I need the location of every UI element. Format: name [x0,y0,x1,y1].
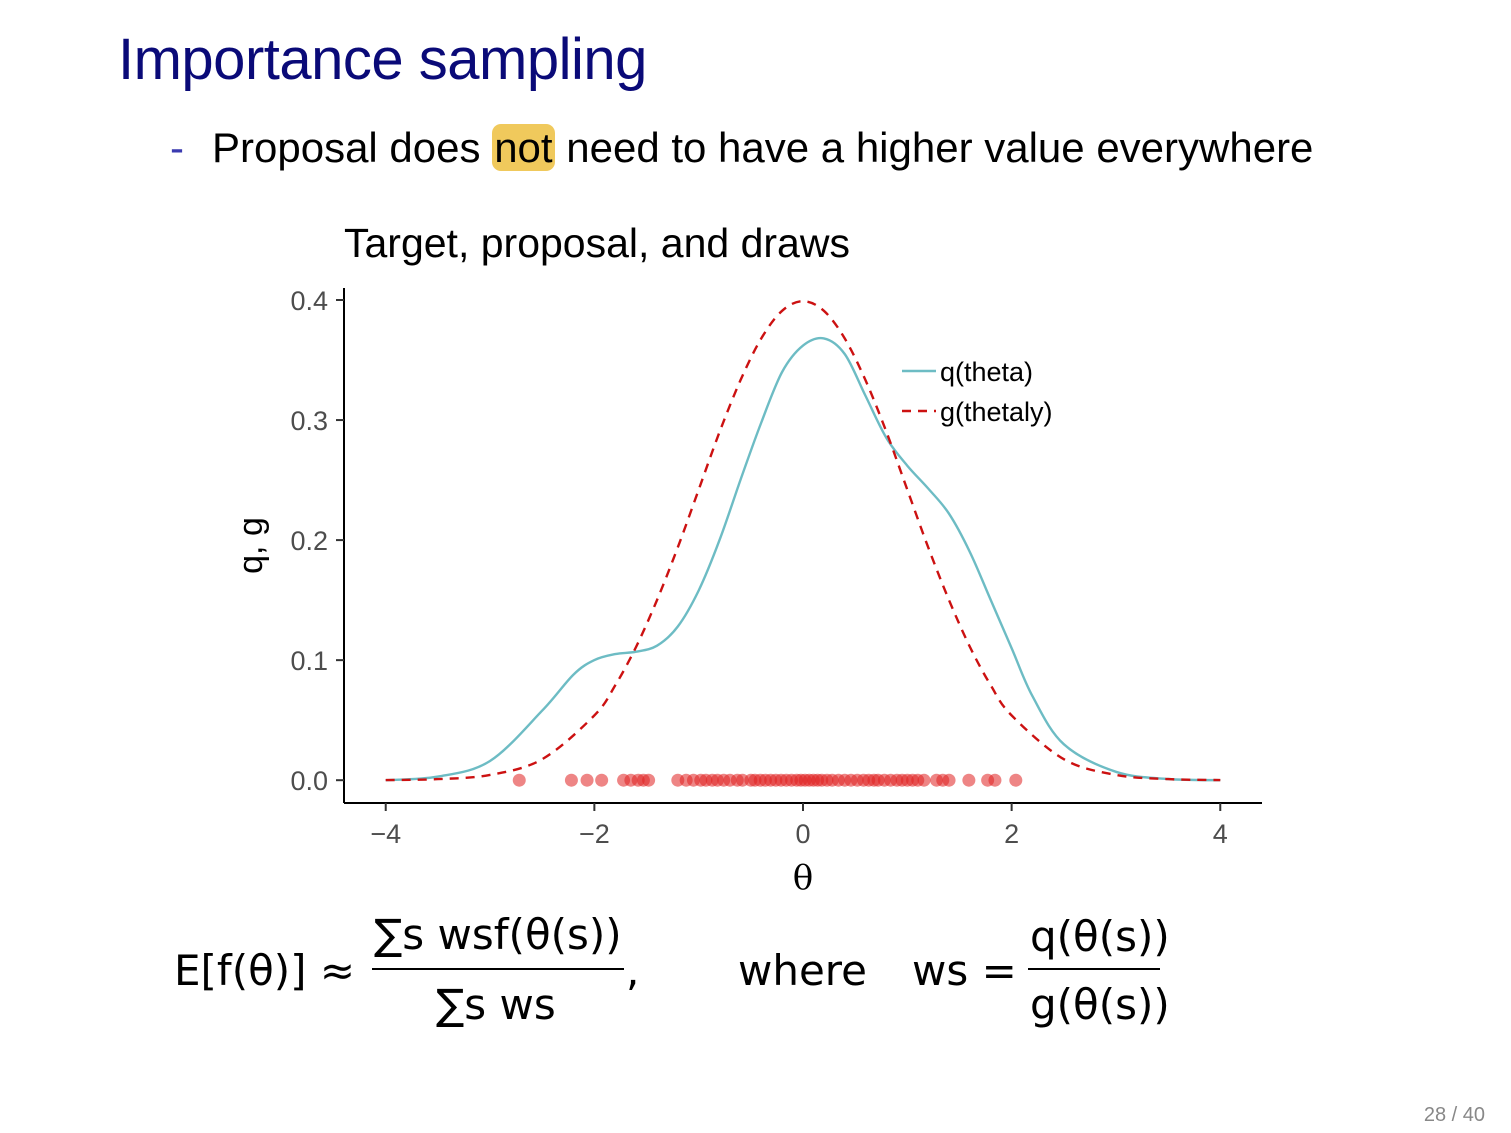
draw-point [512,773,526,787]
draw-point [564,773,578,787]
draw-point [595,773,609,787]
x-tick-label: −2 [579,819,610,849]
slide-title: Importance sampling [118,27,647,92]
draw-point [942,773,956,787]
chart-title: Target, proposal, and draws [344,220,850,266]
bullet-dash: - [170,124,184,171]
draw-point [1009,773,1023,787]
x-axis-label: θ [793,858,813,898]
x-tick-label: 2 [1004,819,1019,849]
draw-point [642,773,656,787]
series-line-g [385,299,1221,782]
y-tick-label: 0.3 [290,406,328,436]
highlighted-word: not [492,124,555,171]
legend-label-g: g(thetaly) [940,397,1053,427]
bullet-text: Proposal does not need to have a higher … [212,124,1313,172]
x-tick-label: 0 [795,819,810,849]
y-tick-label: 0.2 [290,526,328,556]
draw-point [917,773,931,787]
draw-point [988,773,1002,787]
y-tick-label: 0.0 [290,766,328,796]
page-number: 28 / 40 [1423,1104,1485,1126]
y-tick-label: 0.4 [290,286,328,316]
draw-point [962,773,976,787]
x-tick-label: −4 [370,819,401,849]
draw-point [580,773,594,787]
bullet-text-before: Proposal does [212,124,493,171]
y-tick-label: 0.1 [290,646,328,676]
series-line-q [385,336,1221,782]
y-axis-label: q, g [232,517,270,574]
legend-label-q: q(theta) [940,357,1033,387]
bullet-text-after: need to have a higher value everywhere [554,124,1314,171]
x-tick-label: 4 [1213,819,1228,849]
